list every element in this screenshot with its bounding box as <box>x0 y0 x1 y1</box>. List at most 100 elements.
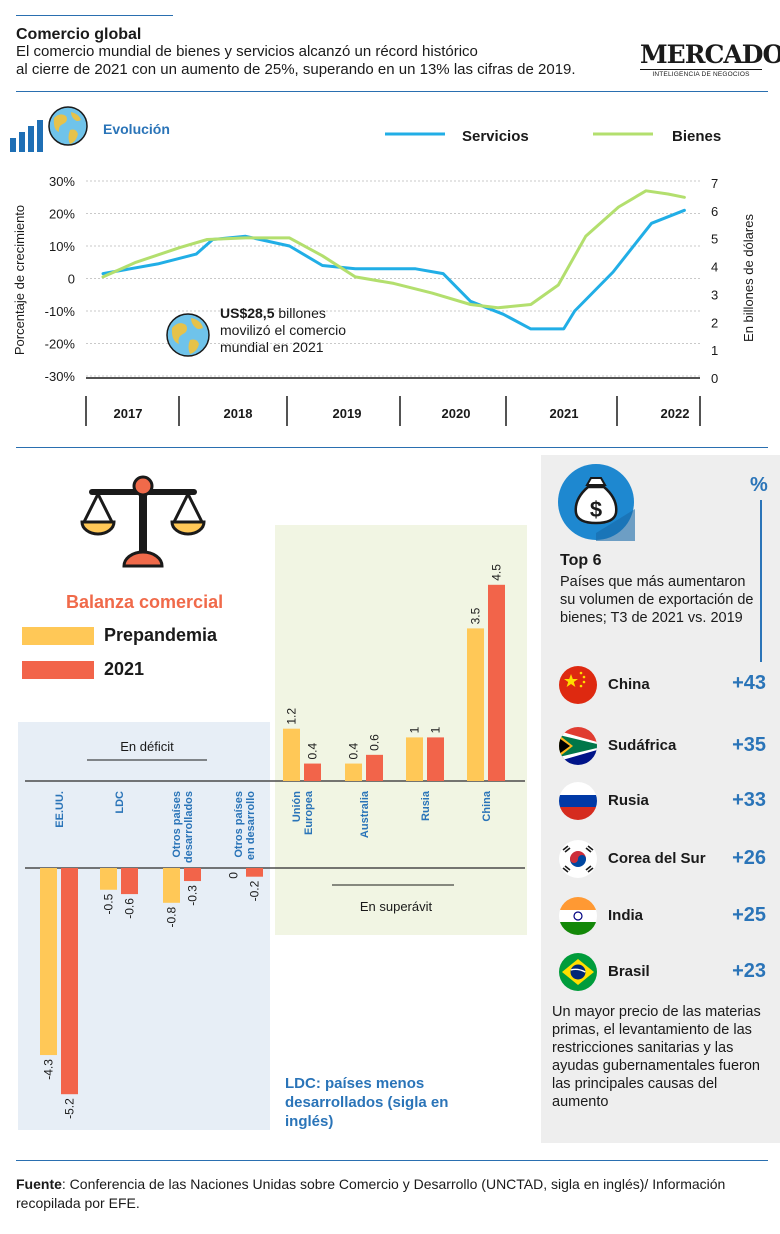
country-name-sudafrica: Sudáfrica <box>608 737 677 754</box>
balanza-bar-chart: En déficit En superávit -4.3 -5.2 EE.UU. -0… <box>25 564 525 1119</box>
value-label-2021: 4.5 <box>490 564 504 581</box>
bar-prepandemia <box>100 868 117 890</box>
value-label-2021: 0.4 <box>306 743 320 760</box>
y-tick-label: 20% <box>49 207 75 222</box>
y-tick-label: -10% <box>45 304 76 319</box>
money-bag-icon: $ <box>558 464 635 541</box>
y2-tick-label: 3 <box>711 287 718 302</box>
annotation-bold: US$28,5 <box>220 305 275 321</box>
bar-prepandemia <box>40 868 57 1056</box>
x-tick-label: 2021 <box>550 406 579 421</box>
value-label-2021: -0.6 <box>123 898 137 919</box>
value-label-2021: 1 <box>429 726 443 733</box>
header-divider <box>16 91 768 92</box>
russia-flag-icon <box>559 782 597 820</box>
top6-subtitle: Países que más aumentaron su volumen de … <box>560 574 754 626</box>
series-line-bienes <box>101 189 686 310</box>
country-name-brasil: Brasil <box>608 963 650 980</box>
bar-2021 <box>246 868 263 877</box>
source-note: Fuente: Conferencia de las Naciones Unid… <box>16 1175 776 1213</box>
value-label-2021: -0.2 <box>248 880 262 901</box>
y2-tick-label: 2 <box>711 315 718 330</box>
evolucion-label: Evolución <box>103 121 170 137</box>
category-label: Rusia <box>420 790 432 821</box>
surplus-label: En superávit <box>360 899 433 914</box>
brazil-flag-icon <box>559 953 597 991</box>
country-name-corea: Corea del Sur <box>608 850 706 867</box>
x-tick-label: 2022 <box>661 406 690 421</box>
y2-tick-label: 0 <box>711 371 718 386</box>
top6-note: Un mayor precio de las materias primas, … <box>552 1004 761 1110</box>
country-value-brasil: +23 <box>732 960 766 982</box>
legend-bienes-swatch <box>593 132 653 136</box>
annotation-rest: billones movilizó el comercio mundial en… <box>220 305 347 355</box>
bar-chart-globe-icon <box>10 106 88 152</box>
y2-tick-label: 7 <box>711 176 718 191</box>
y2-tick-label: 6 <box>711 204 718 219</box>
category-label: LDC <box>114 791 126 814</box>
deficit-panel <box>18 722 270 1130</box>
value-label-prepandemia: 0 <box>227 872 241 879</box>
percent-sign: % <box>750 474 768 496</box>
y2-tick-label: 5 <box>711 232 718 247</box>
logo-tagline: INTELIGENCIA DE NEGOCIOS <box>640 69 762 78</box>
scale-icon <box>80 475 206 568</box>
category-label: EE.UU. <box>54 791 66 828</box>
value-label-2021: -0.3 <box>186 885 200 906</box>
x-tick-label: 2017 <box>114 406 143 421</box>
country-name-china: China <box>608 676 650 693</box>
bar-2021 <box>121 868 138 895</box>
header-top-rule <box>16 15 173 16</box>
country-value-sudafrica: +35 <box>732 734 766 756</box>
svg-text:$: $ <box>590 497 602 522</box>
korea-flag-icon <box>559 840 597 878</box>
bar-2021 <box>184 868 201 882</box>
bar-prepandemia <box>406 737 423 781</box>
y2-tick-label: 1 <box>711 343 718 358</box>
deficit-label: En déficit <box>120 739 174 754</box>
country-value-india: +25 <box>732 904 766 926</box>
bar-2021 <box>304 763 321 781</box>
value-label-prepandemia: -4.3 <box>42 1059 56 1080</box>
x-axis: 2017 2018 2019 2020 2021 2022 <box>85 377 701 426</box>
category-label: en desarrollo <box>245 791 257 860</box>
country-name-india: India <box>608 907 644 924</box>
ldc-note: LDC: países menos desarrollados (sigla e… <box>285 1075 449 1130</box>
category-label: Otros países <box>171 791 183 858</box>
south-africa-flag-icon <box>559 727 597 765</box>
chart-series <box>101 189 686 331</box>
subtitle-line-1: El comercio mundial de bienes y servicio… <box>16 43 478 60</box>
category-label: Europea <box>303 790 315 835</box>
bar-2021 <box>488 584 505 781</box>
top6-title: Top 6 <box>560 552 602 569</box>
india-flag-icon <box>559 897 597 935</box>
legend-servicios-swatch <box>385 132 445 136</box>
legend-2021-label: 2021 <box>104 659 145 679</box>
percent-guide-line <box>760 500 762 662</box>
category-label: China <box>481 790 493 821</box>
y-tick-label: 10% <box>49 239 75 254</box>
category-label: desarrollados <box>183 791 195 863</box>
bar-2021 <box>427 737 444 781</box>
category-label: Australia <box>359 790 371 838</box>
surplus-panel <box>275 525 527 935</box>
value-label-prepandemia: 3.5 <box>469 607 483 624</box>
country-value-corea: +26 <box>732 847 766 869</box>
legend-prepandemia-label: Prepandemia <box>104 625 218 645</box>
y-tick-label: 0 <box>68 272 75 287</box>
value-label-prepandemia: 0.4 <box>347 743 361 760</box>
value-label-prepandemia: 1 <box>408 726 422 733</box>
annotation-text: US$28,5 billones movilizó el comercio mu… <box>220 305 360 356</box>
country-value-rusia: +33 <box>732 789 766 811</box>
footer-divider <box>16 1160 768 1161</box>
page-title: Comercio global <box>16 26 142 43</box>
legend-prepandemia-swatch <box>22 627 94 645</box>
page-subtitle: El comercio mundial de bienes y servicio… <box>16 43 616 79</box>
chart-gridlines: 30% 20% 10% 0 -10% -20% -30% 7 6 5 4 3 2 1 0 <box>45 174 719 386</box>
value-label-prepandemia: -0.8 <box>165 906 179 927</box>
y2-axis-title: En billones de dólares <box>741 214 756 342</box>
y2-tick-label: 4 <box>711 260 718 275</box>
bar-prepandemia <box>283 728 300 781</box>
x-tick-label: 2019 <box>333 406 362 421</box>
